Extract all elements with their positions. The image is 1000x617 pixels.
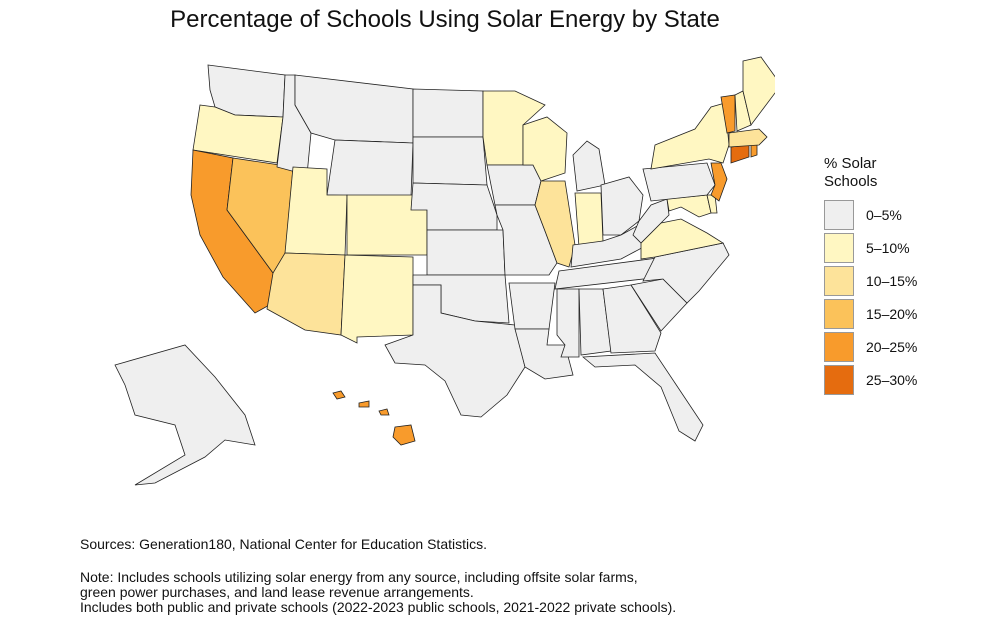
map-title: Percentage of Schools Using Solar Energy… — [170, 6, 720, 33]
legend-swatch — [824, 332, 854, 362]
legend-item-15-20: 15–20% — [824, 299, 964, 331]
legend-label: 15–20% — [866, 306, 918, 322]
legend-label: 0–5% — [866, 207, 902, 223]
note-line: green power purchases, and land lease re… — [80, 584, 474, 600]
state-il — [534, 180, 576, 268]
state-ma — [728, 128, 768, 148]
state-wi — [522, 116, 568, 182]
state-wy — [326, 139, 414, 198]
state-ri — [750, 144, 758, 158]
legend-item-10-15: 10–15% — [824, 266, 964, 298]
legend-title-line1: % Solar — [824, 155, 877, 172]
state-ct — [730, 144, 750, 164]
state-mt — [294, 74, 414, 144]
legend-label: 10–15% — [866, 273, 918, 289]
state-ia — [486, 164, 542, 206]
state-nm — [340, 254, 414, 344]
legend-title: % Solar Schools — [824, 155, 914, 191]
state-wv — [632, 198, 670, 244]
note-line: Includes both public and private schools… — [80, 599, 677, 615]
legend: % Solar Schools 0–5% 5–10% 10–15% 15–20%… — [824, 155, 917, 395]
state-nj — [710, 162, 728, 202]
legend-label: 25–30% — [866, 372, 918, 388]
state-mi — [572, 140, 606, 192]
state-tx — [384, 284, 526, 418]
legend-title-line2: Schools — [824, 173, 878, 190]
legend-swatch — [824, 233, 854, 263]
state-nd — [412, 88, 484, 138]
state-nc — [642, 242, 730, 304]
us-choropleth-map — [114, 56, 775, 486]
state-ga — [602, 284, 662, 354]
state-pa — [642, 162, 716, 202]
state-hi — [332, 390, 416, 446]
legend-item-5-10: 5–10% — [824, 233, 964, 265]
state-me — [742, 56, 775, 126]
state-va — [640, 218, 725, 260]
state-la — [514, 328, 574, 380]
state-ks — [426, 229, 506, 276]
legend-item-25-30: 25–30% — [824, 365, 964, 397]
legend-item-0-5: 0–5% — [824, 200, 964, 232]
state-fl — [581, 352, 704, 442]
note-text: Note: Includes schools utilizing solar e… — [80, 570, 780, 615]
legend-label: 20–25% — [866, 339, 918, 355]
state-in — [574, 192, 604, 248]
legend-swatch — [824, 365, 854, 395]
legend-swatch — [824, 200, 854, 230]
sources-text: Sources: Generation180, National Center … — [80, 536, 487, 552]
state-ak — [114, 344, 256, 486]
legend-swatch — [824, 266, 854, 296]
state-sd — [412, 136, 488, 186]
state-ny — [650, 102, 730, 170]
legend-label: 5–10% — [866, 240, 910, 256]
state-az — [266, 252, 346, 336]
state-ar — [508, 282, 556, 330]
legend-item-20-25: 20–25% — [824, 332, 964, 364]
note-line: Note: Includes schools utilizing solar e… — [80, 569, 638, 585]
legend-swatch — [824, 299, 854, 329]
state-vt — [720, 94, 736, 134]
